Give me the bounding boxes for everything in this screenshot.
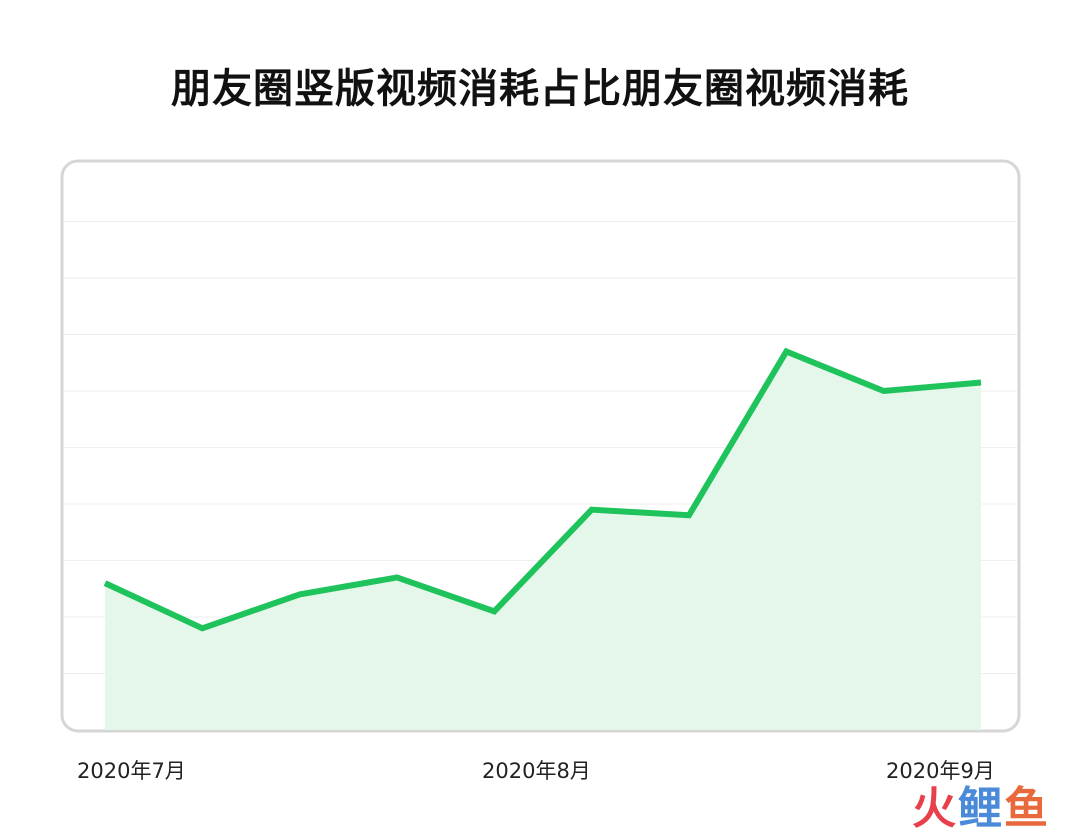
watermark-char: 鱼	[1004, 783, 1050, 834]
watermark-char: 鲤	[958, 783, 1004, 834]
chart-area	[60, 159, 1021, 733]
watermark-char: 火	[912, 783, 958, 834]
x-tick-label: 2020年9月	[886, 759, 995, 783]
x-tick-label: 2020年7月	[77, 759, 186, 783]
area-fill	[105, 351, 981, 730]
x-tick-label: 2020年8月	[482, 759, 591, 783]
watermark-logo: 火鲤鱼	[912, 772, 1050, 836]
chart-title: 朋友圈竖版视频消耗占比朋友圈视频消耗	[171, 66, 909, 112]
data-line	[103, 347, 982, 632]
